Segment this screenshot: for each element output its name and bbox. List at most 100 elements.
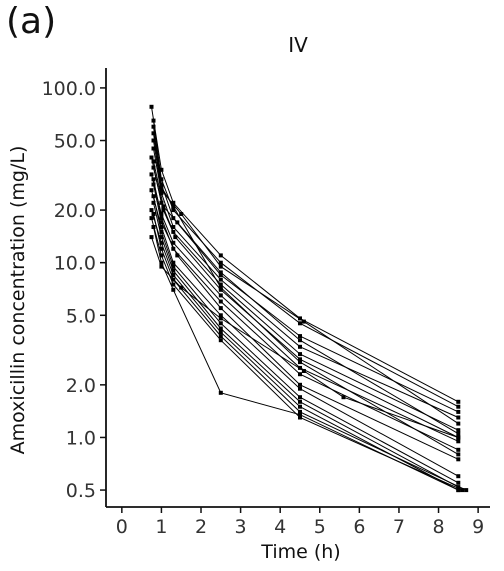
data-point: [456, 404, 461, 409]
y-tick-label: 20.0: [54, 200, 96, 222]
data-point: [159, 264, 164, 269]
data-point: [171, 216, 176, 221]
data-point: [456, 474, 461, 479]
data-point: [456, 421, 461, 426]
data-point: [149, 172, 154, 177]
data-point: [171, 264, 176, 269]
data-point: [159, 200, 164, 205]
data-point: [298, 338, 302, 343]
data-point: [218, 338, 223, 343]
series-line-2: [153, 120, 459, 408]
series-line-14: [153, 213, 467, 491]
data-point: [151, 165, 156, 170]
data-point: [218, 313, 223, 318]
data-point: [298, 404, 302, 409]
data-point: [171, 208, 176, 213]
data-point: [456, 457, 461, 462]
data-point: [171, 240, 176, 245]
data-point: [456, 485, 461, 490]
data-point: [159, 235, 164, 240]
data-point: [159, 212, 164, 216]
data-point: [218, 330, 223, 335]
data-point: [151, 177, 156, 182]
x-tick-label: 0: [116, 516, 128, 538]
data-point: [456, 447, 461, 452]
y-axis-title: Amoxicillin concentration (mg/L): [7, 146, 29, 455]
data-point: [298, 365, 302, 370]
data-point: [298, 399, 302, 404]
data-point: [218, 326, 223, 331]
y-tick-label: 50.0: [54, 131, 96, 153]
data-point: [298, 409, 302, 414]
data-point: [159, 188, 164, 193]
data-point: [159, 220, 164, 225]
data-point: [218, 287, 223, 292]
data-point: [456, 452, 461, 457]
data-point: [456, 439, 461, 444]
data-point: [298, 415, 302, 420]
y-tick-label: 5.0: [66, 305, 96, 327]
x-tick-label: 7: [393, 516, 405, 538]
y-tick-label: 100.0: [42, 78, 96, 100]
data-point: [175, 220, 180, 225]
data-point: [149, 216, 154, 221]
data-point: [460, 488, 465, 493]
data-point: [218, 316, 223, 321]
data-point: [171, 246, 176, 251]
data-point: [341, 395, 346, 400]
data-point: [161, 204, 166, 209]
data-point: [173, 235, 178, 240]
data-point: [298, 395, 302, 400]
data-point: [218, 264, 223, 269]
data-point: [218, 273, 223, 277]
data-point: [171, 225, 176, 229]
data-point: [171, 200, 176, 205]
series-line-7: [151, 174, 459, 442]
data-point: [298, 344, 302, 349]
data-point: [151, 194, 156, 199]
data-point: [171, 229, 176, 234]
data-point: [456, 431, 461, 436]
x-axis-ticks: 0 1 2 3 4 5 6 7 8 9: [116, 507, 484, 538]
data-point: [159, 167, 164, 172]
x-tick-label: 3: [235, 516, 247, 538]
data-point: [171, 273, 176, 277]
data-point: [298, 357, 302, 362]
data-point: [151, 212, 156, 216]
data-point: [151, 159, 156, 164]
series-line-5: [151, 157, 459, 431]
data-point: [218, 293, 223, 298]
data-point: [151, 118, 156, 123]
data-point: [171, 277, 176, 282]
x-tick-label: 9: [472, 516, 484, 538]
data-point: [159, 177, 164, 182]
series-line-10: [151, 190, 459, 477]
data-point: [149, 208, 154, 213]
data-point: [464, 488, 469, 493]
series-line-8: [153, 179, 459, 451]
y-tick-label: 0.5: [66, 480, 96, 502]
x-tick-label: 4: [274, 516, 286, 538]
data-point: [151, 131, 156, 136]
data-point: [149, 235, 154, 240]
y-tick-label: 10.0: [54, 253, 96, 275]
data-point: [456, 480, 461, 485]
data-point: [171, 287, 176, 292]
data-point: [456, 415, 461, 420]
data-point: [159, 185, 164, 190]
data-point: [171, 260, 176, 265]
panel-label: (a): [6, 1, 57, 42]
series-line-18: [153, 140, 459, 425]
data-point: [298, 372, 302, 377]
series-line-13: [151, 209, 459, 491]
data-point: [149, 188, 154, 193]
data-point: [218, 285, 223, 290]
data-point: [175, 253, 180, 258]
data-point: [149, 104, 154, 109]
data-point: [218, 270, 223, 275]
data-point: [218, 260, 223, 265]
data-point: [151, 124, 156, 129]
x-tick-label: 5: [314, 516, 326, 538]
data-point: [179, 212, 184, 216]
data-point: [218, 282, 223, 287]
